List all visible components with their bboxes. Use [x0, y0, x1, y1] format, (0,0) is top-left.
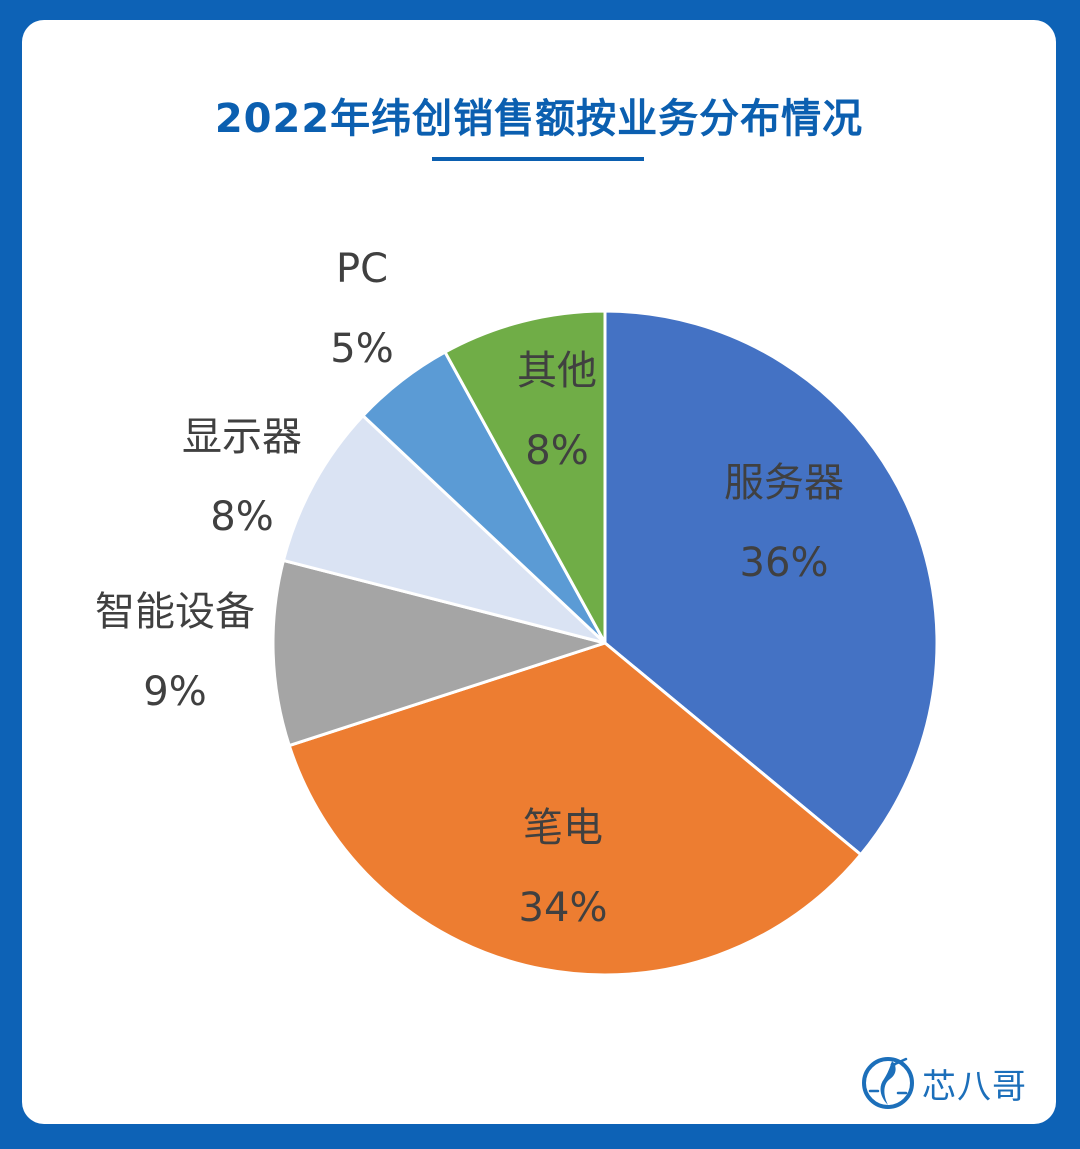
pie-chart: 服务器 36% 笔电 34% 智能设备 9% 显示器 8% PC 5% 其他 8%: [95, 246, 939, 977]
slice-label-4: PC: [336, 246, 388, 292]
slice-value-label-2: 9%: [143, 669, 206, 715]
pie-slice-2: [271, 558, 607, 748]
slice-value-label-3: 8%: [210, 494, 273, 540]
pie-slice-1: [287, 641, 863, 977]
slice-label-3: 显示器: [182, 414, 302, 460]
chart-card: 2022年纬创销售额按业务分布情况 服务器 36% 笔电 34% 智能设备 9% 显示器 8%…: [22, 20, 1056, 1124]
pie-slice-5: [443, 309, 607, 645]
chart-title: 2022年纬创销售额按业务分布情况: [214, 96, 864, 142]
slice-label-1: 笔电: [523, 805, 603, 851]
brand-name: 芯八哥: [922, 1066, 1027, 1107]
slice-value-label-0: 36%: [740, 540, 829, 586]
slice-label-5: 其他: [517, 348, 597, 394]
slice-value-label-5: 8%: [525, 428, 588, 474]
slice-label-2: 智能设备: [95, 589, 255, 635]
slice-value-label-1: 34%: [519, 885, 608, 931]
slice-label-0: 服务器: [724, 460, 844, 506]
slice-value-label-4: 5%: [330, 326, 393, 372]
brand-mark: 芯八哥: [860, 1052, 1027, 1114]
pie-labels: 服务器 36% 笔电 34% 智能设备 9% 显示器 8% PC 5% 其他 8%: [95, 246, 844, 931]
pie-slices: [271, 309, 939, 977]
pie-slice-0: [603, 309, 939, 857]
title-underline: [432, 157, 644, 161]
pie-slice-3: [281, 414, 607, 645]
egret-logo-icon: [862, 1057, 914, 1109]
